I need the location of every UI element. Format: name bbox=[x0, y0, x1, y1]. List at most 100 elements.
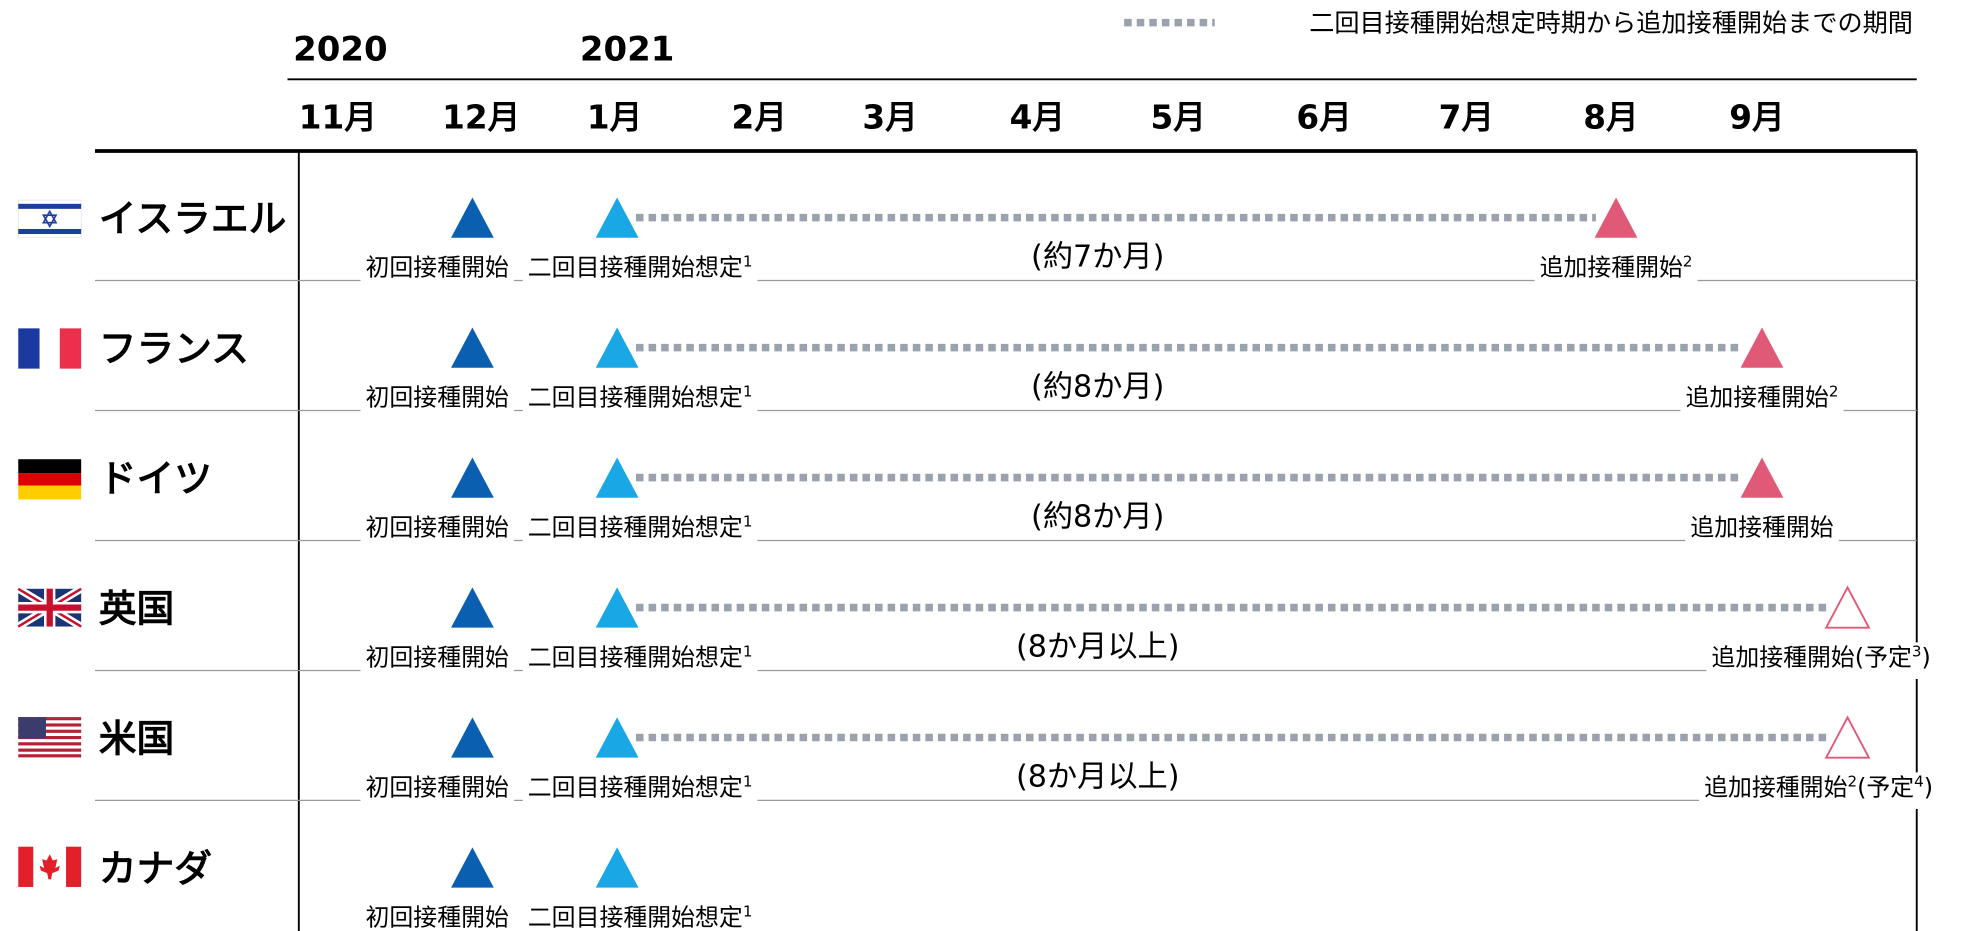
label-text: 初回接種開始 bbox=[366, 513, 509, 541]
flags bbox=[16, 199, 84, 887]
booster-marker bbox=[1594, 197, 1638, 238]
first-dose-label: 初回接種開始 bbox=[366, 513, 509, 541]
superscript: 1 bbox=[743, 902, 753, 920]
month-label: 1月 bbox=[587, 98, 642, 136]
label-bg bbox=[360, 643, 515, 679]
second-dose-label: 二回目接種開始想定1 bbox=[528, 642, 753, 671]
label-text: 初回接種開始 bbox=[366, 643, 509, 671]
country-name: フランス bbox=[99, 326, 249, 370]
second-dose-marker bbox=[595, 587, 639, 628]
second-dose-marker bbox=[595, 197, 639, 238]
booster-marker bbox=[1824, 585, 1871, 629]
flag-france bbox=[18, 328, 82, 369]
second-dose-label: 二回目接種開始想定1 bbox=[528, 902, 753, 931]
first-dose-marker bbox=[451, 587, 494, 628]
label-bg bbox=[360, 513, 515, 549]
flag-israel bbox=[17, 199, 82, 239]
superscript: 1 bbox=[743, 253, 753, 271]
label-bg bbox=[1699, 772, 1939, 809]
month-label: 9月 bbox=[1729, 98, 1784, 136]
booster-marker bbox=[1740, 457, 1784, 498]
label-text: 追加接種開始 bbox=[1540, 254, 1683, 282]
duration-label: (約7か月) bbox=[1031, 240, 1164, 275]
booster-marker bbox=[1740, 327, 1784, 368]
duration-label: (8か月以上) bbox=[1016, 760, 1180, 795]
month-label: 3月 bbox=[862, 98, 917, 136]
month-label: 4月 bbox=[1010, 98, 1065, 136]
second-dose-marker bbox=[595, 327, 639, 368]
duration-label: (約8か月) bbox=[1031, 500, 1164, 535]
country-name: 英国 bbox=[99, 586, 174, 630]
second-dose-label: 二回目接種開始想定1 bbox=[528, 772, 753, 801]
flag-germany bbox=[18, 459, 82, 500]
second-dose-label: 二回目接種開始想定1 bbox=[528, 253, 753, 282]
label-bg bbox=[522, 252, 758, 290]
month-label: 6月 bbox=[1296, 98, 1351, 136]
second-dose-marker bbox=[595, 847, 639, 888]
first-dose-label: 初回接種開始 bbox=[366, 773, 509, 801]
label-text: 二回目接種開始想定 bbox=[528, 643, 743, 671]
duration-label: (約8か月) bbox=[1031, 370, 1164, 405]
label-bg bbox=[360, 383, 515, 420]
label-text: 二回目接種開始想定 bbox=[528, 383, 743, 411]
month-label: 5月 bbox=[1150, 98, 1205, 136]
label-bg bbox=[1680, 382, 1844, 420]
flag-us bbox=[18, 717, 82, 758]
first-dose-marker bbox=[451, 327, 494, 368]
label-bg bbox=[360, 253, 515, 290]
label-bg bbox=[522, 902, 758, 931]
label-text: 追加接種開始(予定 bbox=[1711, 643, 1911, 671]
year-label: 2020 bbox=[293, 29, 387, 69]
booster-marker bbox=[1824, 715, 1871, 759]
label-text: ) bbox=[1921, 643, 1930, 671]
country-name: ドイツ bbox=[99, 456, 212, 500]
label-text: 二回目接種開始想定 bbox=[528, 254, 743, 282]
month-label: 7月 bbox=[1439, 98, 1494, 136]
label-bg bbox=[522, 642, 758, 679]
superscript: 1 bbox=[743, 512, 753, 530]
year-label: 2021 bbox=[580, 29, 675, 69]
label-bg bbox=[360, 903, 515, 931]
first-dose-marker bbox=[451, 717, 494, 758]
booster-label: 追加接種開始(予定3) bbox=[1711, 642, 1930, 671]
label-bg bbox=[522, 772, 758, 809]
legend-text: 二回目接種開始想定時期から追加接種開始までの期間 bbox=[1309, 8, 1913, 37]
label-text: 追加接種開始 bbox=[1690, 513, 1833, 541]
label-bg bbox=[360, 773, 515, 809]
first-dose-marker bbox=[451, 847, 494, 888]
second-dose-label: 二回目接種開始想定1 bbox=[528, 382, 753, 411]
label-text: 二回目接種開始想定 bbox=[528, 513, 743, 541]
label-bg bbox=[1685, 513, 1839, 549]
country-name: イスラエル bbox=[99, 196, 287, 240]
first-dose-marker bbox=[451, 457, 494, 498]
month-label: 2月 bbox=[732, 98, 787, 136]
superscript: 2 bbox=[1683, 253, 1693, 271]
superscript: 1 bbox=[743, 772, 753, 790]
superscript: 3 bbox=[1912, 642, 1922, 660]
label-text: 初回接種開始 bbox=[366, 773, 509, 801]
label-bg bbox=[1706, 642, 1936, 679]
superscript: 4 bbox=[1914, 772, 1924, 790]
booster-label: 追加接種開始 bbox=[1690, 513, 1833, 541]
label-bg bbox=[522, 512, 758, 549]
first-dose-label: 初回接種開始 bbox=[366, 643, 509, 671]
second-dose-marker bbox=[595, 717, 639, 758]
month-label: 11月 bbox=[299, 98, 377, 136]
superscript: 2 bbox=[1847, 772, 1857, 790]
country-name: カナダ bbox=[99, 846, 212, 890]
superscript: 1 bbox=[743, 382, 753, 400]
first-dose-marker bbox=[451, 197, 494, 238]
superscript: 2 bbox=[1829, 382, 1839, 400]
label-bg bbox=[1534, 252, 1698, 290]
label-text: 追加接種開始 bbox=[1686, 383, 1829, 411]
first-dose-label: 初回接種開始 bbox=[366, 383, 509, 411]
second-dose-label: 二回目接種開始想定1 bbox=[528, 512, 753, 541]
label-text: 二回目接種開始想定 bbox=[528, 773, 743, 801]
label-text: 二回目接種開始想定 bbox=[528, 903, 743, 931]
label-bg bbox=[522, 382, 758, 420]
booster-label: 追加接種開始2(予定4) bbox=[1704, 772, 1933, 801]
label-text: 追加接種開始 bbox=[1704, 773, 1847, 801]
first-dose-label: 初回接種開始 bbox=[366, 903, 509, 931]
